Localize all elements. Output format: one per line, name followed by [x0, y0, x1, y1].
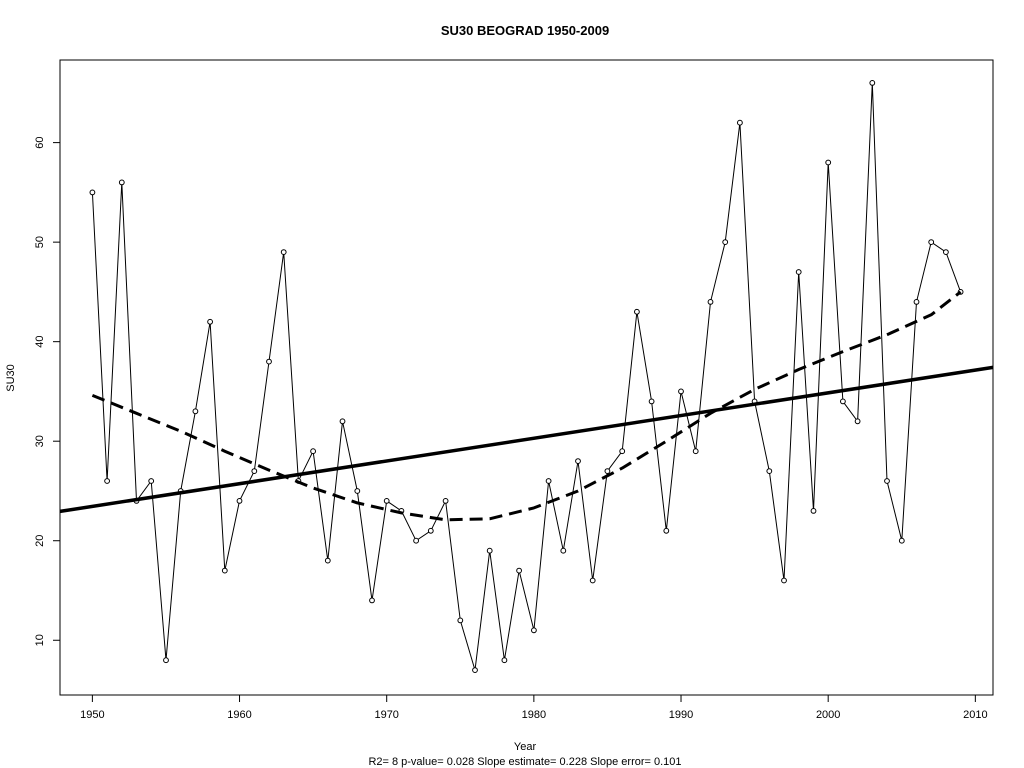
data-point — [207, 318, 214, 325]
data-point — [310, 448, 317, 455]
data-point — [266, 358, 272, 365]
x-tick-label: 1990 — [669, 709, 693, 721]
x-tick-label: 1960 — [227, 709, 251, 721]
x-tick-label: 1980 — [522, 709, 546, 721]
y-tick-label: 30 — [34, 435, 46, 447]
data-point — [825, 159, 832, 166]
data-point — [413, 537, 420, 544]
data-point — [501, 657, 508, 664]
y-tick-label: 10 — [34, 634, 46, 646]
y-tick-label: 50 — [34, 236, 46, 248]
data-point — [575, 458, 581, 465]
smoothed-trend-curve — [91, 290, 962, 522]
data-point — [795, 269, 802, 275]
y-tick-label: 20 — [34, 535, 46, 547]
data-point — [898, 537, 905, 544]
y-axis: 10 20 30 40 50 60 — [34, 136, 60, 646]
y-tick-label: 60 — [34, 136, 46, 148]
data-point — [840, 398, 846, 405]
data-point — [781, 577, 787, 584]
linear-trend-line — [59, 365, 994, 514]
data-point — [560, 547, 567, 554]
data-point — [869, 80, 876, 86]
data-point — [383, 498, 390, 504]
y-tick-label: 40 — [34, 336, 46, 348]
data-point — [163, 657, 169, 664]
y-axis-label: SU30 — [5, 364, 17, 392]
data-point — [604, 468, 611, 475]
data-point — [943, 249, 949, 256]
stats-footnote: R2= 8 p-value= 0.028 Slope estimate= 0.2… — [368, 756, 681, 768]
data-point — [442, 498, 449, 504]
data-point — [722, 239, 729, 246]
data-point — [148, 478, 155, 484]
data-point — [678, 388, 684, 395]
data-point — [324, 557, 331, 564]
data-point — [486, 547, 493, 554]
x-axis-label: Year — [514, 741, 537, 753]
data-point — [928, 239, 935, 246]
data-point — [634, 308, 640, 315]
data-point — [707, 299, 714, 305]
data-point — [251, 468, 258, 475]
data-point — [589, 577, 596, 584]
data-point — [854, 418, 861, 425]
data-point — [427, 527, 434, 534]
x-tick-label: 2010 — [963, 709, 987, 721]
data-point — [692, 448, 699, 455]
data-point — [472, 667, 478, 673]
data-point — [913, 299, 920, 305]
data-point — [369, 597, 375, 604]
data-point — [339, 418, 346, 425]
data-point — [192, 408, 199, 415]
series-layer — [59, 80, 994, 673]
data-point — [354, 488, 361, 494]
x-axis: 1950 1960 1970 1980 1990 2000 2010 — [80, 695, 988, 721]
annual-values-line — [91, 82, 962, 671]
data-point — [663, 527, 670, 534]
data-point — [766, 468, 773, 475]
data-point — [884, 478, 890, 484]
data-point — [531, 627, 537, 634]
x-tick-label: 1950 — [80, 709, 104, 721]
data-point — [118, 179, 125, 186]
data-point — [89, 189, 96, 196]
data-point — [619, 448, 626, 455]
chart-title: SU30 BEOGRAD 1950-2009 — [441, 23, 609, 38]
data-point — [104, 478, 110, 484]
data-point — [648, 398, 655, 405]
data-point — [221, 567, 228, 574]
data-point — [457, 617, 464, 624]
data-point — [810, 508, 817, 514]
data-point — [737, 119, 743, 126]
data-point — [280, 249, 287, 256]
data-point — [516, 567, 522, 574]
data-point — [236, 498, 243, 504]
data-point — [545, 478, 552, 484]
x-tick-label: 1970 — [374, 709, 398, 721]
plot-frame — [59, 59, 994, 696]
x-tick-label: 2000 — [816, 709, 840, 721]
